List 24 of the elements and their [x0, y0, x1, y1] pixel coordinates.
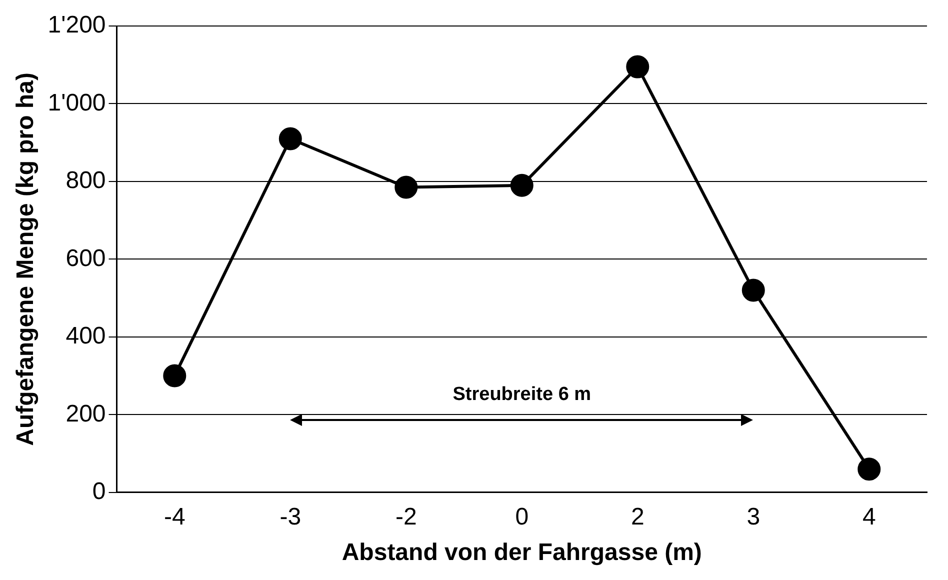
y-tick-label: 600 [66, 244, 106, 272]
x-tick-label: 0 [515, 503, 529, 530]
y-tick-label: 1'000 [48, 89, 106, 116]
x-tick-label: -4 [164, 503, 186, 530]
y-tick-label: 0 [92, 478, 106, 506]
y-axis-title: Aufgefangene Menge (kg pro ha) [12, 72, 40, 446]
point [626, 55, 650, 78]
x-tick-label: 2 [630, 503, 644, 530]
annotation: Streubreite 6 m [452, 384, 592, 406]
x-tick-label: -2 [395, 503, 417, 530]
point [858, 458, 881, 481]
point [742, 278, 765, 302]
y-tick-label: 400 [66, 322, 106, 350]
point [394, 176, 418, 199]
x-tick-label: 3 [746, 503, 760, 530]
y-tick-label: 800 [66, 167, 106, 194]
point [510, 174, 534, 197]
point [163, 364, 186, 388]
point [278, 127, 302, 150]
y-tick-label: 1'200 [48, 12, 106, 39]
x-tick-label: -3 [280, 503, 302, 530]
x-tick-label: 4 [862, 503, 876, 530]
y-tick-label: 200 [66, 400, 106, 428]
x-axis-title: Abstand von der Fahrgasse (m) [342, 539, 702, 566]
